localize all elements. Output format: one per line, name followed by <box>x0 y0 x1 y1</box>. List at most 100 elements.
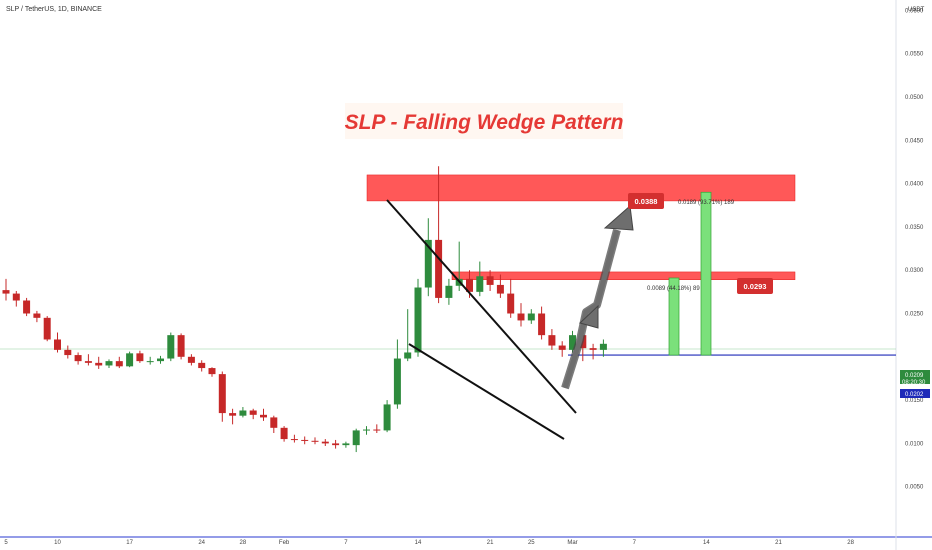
projection-arrow-head <box>603 205 634 231</box>
candle-body <box>569 335 576 350</box>
measure-bar-1 <box>668 277 680 356</box>
candle <box>321 439 329 446</box>
candle <box>517 303 525 327</box>
candle-body <box>352 430 360 446</box>
price-tick-label: 0.0100 <box>905 441 924 447</box>
candle-body <box>136 353 144 362</box>
candle-body <box>157 358 164 362</box>
candle <box>445 278 453 305</box>
candle-body <box>558 345 566 350</box>
time-tick-label: 14 <box>703 540 710 546</box>
time-tick-label: 10 <box>54 540 61 546</box>
candle-body <box>12 293 20 301</box>
chart-title: SLP - Falling Wedge Pattern <box>345 111 624 134</box>
time-tick-label: 24 <box>198 540 205 546</box>
candle-body <box>270 417 278 428</box>
candle <box>270 415 278 434</box>
time-tick-label: 21 <box>487 540 494 546</box>
price-tick-label: 0.0250 <box>905 312 924 318</box>
price-axis-title: USDT <box>908 7 925 13</box>
candle-body <box>126 353 134 367</box>
candle <box>136 350 144 363</box>
price-axis[interactable] <box>896 0 932 550</box>
wedge-upper-line <box>386 199 577 414</box>
chart-title-bg <box>345 103 623 139</box>
candle <box>569 330 576 353</box>
candle <box>404 309 412 362</box>
candle <box>64 345 72 359</box>
target-label-1: 0.0388 <box>628 193 664 209</box>
candle <box>260 408 267 421</box>
candle <box>43 316 51 342</box>
candle-body <box>105 361 113 366</box>
candle <box>383 400 391 433</box>
wedge-lower-line <box>408 343 565 440</box>
symbol-label: SLP / TetherUS, 1D, BINANCE <box>6 6 102 13</box>
target-zone-1 <box>451 271 796 280</box>
candle-body <box>84 361 92 363</box>
candle <box>538 306 546 340</box>
candle-body <box>23 300 31 314</box>
candle <box>74 352 82 365</box>
price-tick-label: 0.0150 <box>905 398 924 404</box>
price-tick-label: 0.0400 <box>905 182 924 188</box>
candle-body <box>486 276 494 285</box>
candle <box>187 354 195 366</box>
candle <box>424 218 432 297</box>
candle <box>527 309 535 324</box>
time-tick-label: 7 <box>344 540 348 546</box>
candle <box>229 408 237 425</box>
price-tick-label: 0.0450 <box>905 138 924 144</box>
candle <box>332 439 340 449</box>
candle <box>249 408 257 420</box>
candle <box>393 339 401 409</box>
candle-body <box>74 355 82 362</box>
candle-body <box>476 276 484 292</box>
candle-body <box>95 362 103 366</box>
candle <box>198 360 206 372</box>
candle-body <box>538 313 546 336</box>
time-tick-label: 7 <box>633 540 637 546</box>
candle-body <box>321 441 329 444</box>
candle-body <box>43 317 51 340</box>
candle-body <box>290 439 298 441</box>
candle <box>373 424 381 434</box>
target-label-1-text: 0.0388 <box>635 197 658 206</box>
time-tick-label: Mar <box>567 540 577 546</box>
candle-body <box>208 368 216 375</box>
candle-body <box>393 358 401 405</box>
price-tick-label: 0.0550 <box>905 52 924 58</box>
candle-body <box>414 287 422 353</box>
candle <box>311 437 319 445</box>
candle <box>12 290 20 307</box>
candle <box>476 261 484 297</box>
candle <box>95 356 103 369</box>
measure-label-2: 0.0089 (44.18%) 89 <box>647 286 700 292</box>
measure-label-1: 0.0189 (93.71%) 189 <box>678 200 735 206</box>
candle <box>218 371 226 422</box>
time-tick-label: 28 <box>847 540 854 546</box>
candle-body <box>54 339 61 350</box>
candle <box>301 436 309 445</box>
candle-body <box>466 278 473 292</box>
candle <box>23 297 31 317</box>
time-tick-label: Feb <box>279 540 290 546</box>
candle-body <box>2 290 10 294</box>
price-tick-label: 0.0600 <box>905 8 924 14</box>
candle-body <box>146 361 154 363</box>
time-tick-label: 17 <box>126 540 133 546</box>
candle <box>146 356 154 365</box>
candle-body <box>167 335 175 359</box>
candle <box>486 270 494 291</box>
current-price-badge <box>900 370 930 384</box>
candle-body <box>527 313 535 321</box>
time-tick-label: 25 <box>528 540 535 546</box>
candle <box>177 333 185 360</box>
candle-body <box>239 410 247 416</box>
candle <box>115 356 123 369</box>
candle <box>208 367 216 377</box>
time-tick-label: 28 <box>240 540 247 546</box>
candle <box>239 407 247 418</box>
